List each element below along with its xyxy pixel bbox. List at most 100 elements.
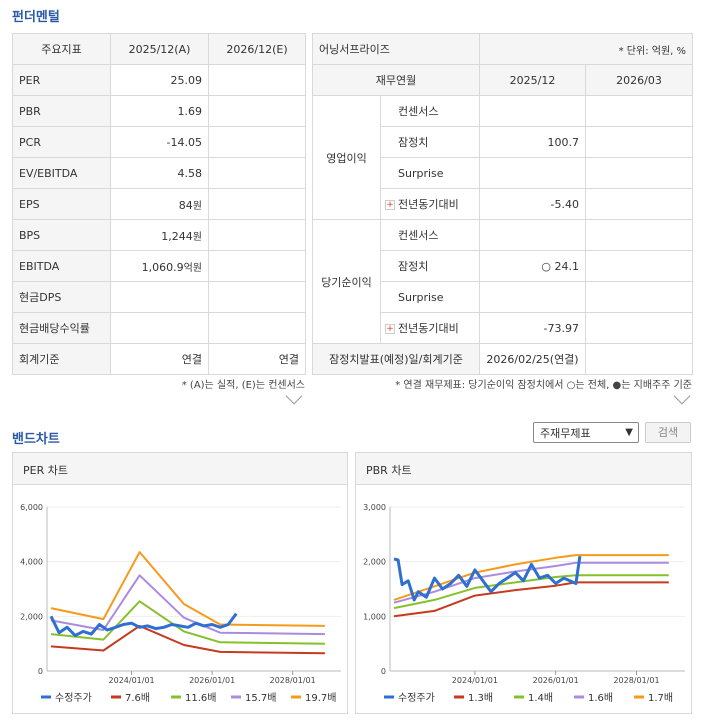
band-title: 밴드차트 (12, 432, 60, 447)
earnings-row-value-2025-12 (479, 281, 586, 313)
legend-entry: 수정주가 (55, 692, 92, 704)
fundamental-row: EBITDA 1,060.9억원 (12, 250, 306, 282)
earnings-footer-row: 잠정치발표(예정)일/회계기준 2026/02/25(연결) (312, 343, 694, 375)
fundamental-row: PER 25.09 (12, 64, 306, 96)
pbr-chart: 0 1,000 2,000 3,000 2024/01/01 2026/01/01 2028… (363, 503, 685, 704)
per-chart-panel: PER 차트 0 2,000 4,000 6,000 2024/01/01 2026/01… (12, 452, 348, 714)
pbr-chart-panel: PBR 차트 0 1,000 2,000 3,000 2024/01/01 2026/01… (355, 452, 692, 714)
fundamental-row-value-2025: 연결 (110, 343, 209, 375)
x-tick-label: 2026/01/01 (189, 676, 235, 685)
fundamental-row-label: PER (12, 64, 111, 96)
x-tick-label: 2024/01/01 (109, 676, 155, 685)
x-tick-label: 2026/01/01 (533, 676, 579, 685)
earnings-footer-value: 2026/02/25(연결) (479, 343, 586, 375)
earnings-row-label: Surprise (380, 157, 480, 189)
earnings-row-label-text: Surprise (398, 290, 444, 304)
earnings-row-value-2026-03 (584, 312, 694, 344)
earnings-row: Surprise (313, 157, 694, 189)
header-2025-12: 2025/12 (479, 64, 586, 96)
series-line-4 (393, 554, 669, 601)
fundamental-row: 현금DPS (12, 281, 306, 313)
series-line-0 (49, 612, 238, 637)
legend-entry: 1.7배 (648, 692, 673, 704)
header-2026: 2026/12(E) (208, 33, 306, 65)
fundamental-header-row: 주요지표 2025/12(A) 2026/12(E) (12, 33, 306, 65)
fundamental-row-value-2025 (110, 281, 209, 313)
earnings-row-value-2025-12: 100.7 (479, 126, 586, 158)
header-2025: 2025/12(A) (110, 33, 209, 65)
legend-entry: 수정주가 (398, 692, 435, 704)
y-tick-label: 2,000 (20, 612, 43, 621)
fundamental-title: 펀더멘털 (12, 10, 60, 25)
value: 1.69 (177, 104, 203, 118)
earnings-row-value-2026-03 (584, 157, 694, 189)
y-tick-label: 0 (38, 667, 43, 676)
fundamental-row-value-2026: 연결 (208, 343, 306, 375)
earnings-row: 당기순이익 컨센서스 (312, 219, 694, 344)
statement-select-value: 주재무제표 (540, 427, 591, 440)
unit: 원 (192, 200, 202, 212)
y-tick-label: 6,000 (20, 503, 43, 512)
fundamental-row-value-2026 (208, 95, 306, 127)
earnings-row-label: 컨센서스 (380, 219, 480, 251)
fundamental-row-value-2025: -14.05 (110, 126, 209, 158)
fundamental-row: 회계기준 연결 연결 (12, 343, 306, 375)
fundamental-row-label: EV/EBITDA (12, 157, 111, 189)
earnings-row-value-2025-12 (479, 157, 586, 189)
earnings-unit: * 단위: 억원, % (478, 33, 694, 65)
fundamental-row-value-2026 (208, 157, 306, 189)
search-button[interactable]: 검색 (645, 422, 691, 443)
earnings-table: 어닝서프라이즈 * 단위: 억원, % 재무연월 2025/12 2026/03… (312, 33, 694, 375)
fundamental-row-value-2026 (208, 281, 306, 313)
header-2026-03: 2026/03 (584, 64, 694, 96)
fundamental-row-value-2026 (208, 188, 306, 220)
series-line-0 (393, 555, 582, 602)
legend-entry: 1.6배 (588, 692, 613, 704)
fundamental-row-label: PBR (12, 95, 111, 127)
fundamental-row-label: EPS (12, 188, 111, 220)
fundamental-row-value-2025: 1,244원 (110, 219, 209, 251)
earnings-row-value-2026-03 (584, 95, 694, 127)
y-tick-label: 1,000 (363, 612, 386, 621)
series-line-1 (50, 624, 325, 655)
value: 4.58 (177, 166, 203, 180)
fundamental-row-label: PCR (12, 126, 111, 158)
earnings-row-label[interactable]: + 전년동기대비 (380, 312, 480, 344)
fundamental-row-label: 현금DPS (12, 281, 111, 313)
plus-icon[interactable]: + (385, 200, 395, 210)
fundamental-row: BPS 1,244원 (12, 219, 306, 251)
chevron-down-icon: ▼ (625, 427, 633, 438)
earnings-title-row: 어닝서프라이즈 * 단위: 억원, % (312, 33, 694, 65)
legend-entry: 7.6배 (125, 692, 150, 704)
earnings-row-value-2026-03 (584, 126, 694, 158)
fundamental-row-value-2025: 84원 (110, 188, 209, 220)
fundamental-row: PBR 1.69 (12, 95, 306, 127)
fundamental-row-value-2025: 1,060.9억원 (110, 250, 209, 282)
fundamental-row-label: 회계기준 (12, 343, 111, 375)
fundamental-row-label: BPS (12, 219, 111, 251)
legend-entry: 1.3배 (468, 692, 493, 704)
plus-icon[interactable]: + (385, 324, 395, 334)
earnings-row-label-text: 컨센서스 (398, 229, 439, 242)
fundamental-row-label: EBITDA (12, 250, 111, 282)
x-tick-label: 2028/01/01 (613, 676, 659, 685)
earnings-row-label[interactable]: + 전년동기대비 (380, 188, 480, 220)
earnings-row: 잠정치 100.7 (313, 126, 694, 158)
earnings-group-label: 당기순이익 (312, 219, 381, 344)
earnings-row-label-text: Surprise (398, 166, 444, 180)
x-tick-label: 2028/01/01 (270, 676, 316, 685)
earnings-footer-label: 잠정치발표(예정)일/회계기준 (312, 343, 480, 375)
earnings-row-value-2025-12: ○ 24.1 (479, 250, 586, 282)
earnings-group-label: 영업이익 (312, 95, 381, 220)
earnings-row-value-2025-12 (479, 219, 586, 251)
y-tick-label: 2,000 (363, 558, 386, 567)
earnings-row: 잠정치 ○ 24.1 (313, 250, 694, 282)
statement-select[interactable]: 주재무제표 ▼ (533, 422, 639, 443)
earnings-row-label: Surprise (380, 281, 480, 313)
series-line-2 (50, 600, 325, 645)
fundamental-row-value-2026 (208, 64, 306, 96)
earnings-row-value-2025-12: -73.97 (479, 312, 586, 344)
earnings-row-label-text: 잠정치 (398, 136, 429, 149)
x-tick-label: 2024/01/01 (452, 676, 498, 685)
unit: 억원 (183, 262, 202, 274)
